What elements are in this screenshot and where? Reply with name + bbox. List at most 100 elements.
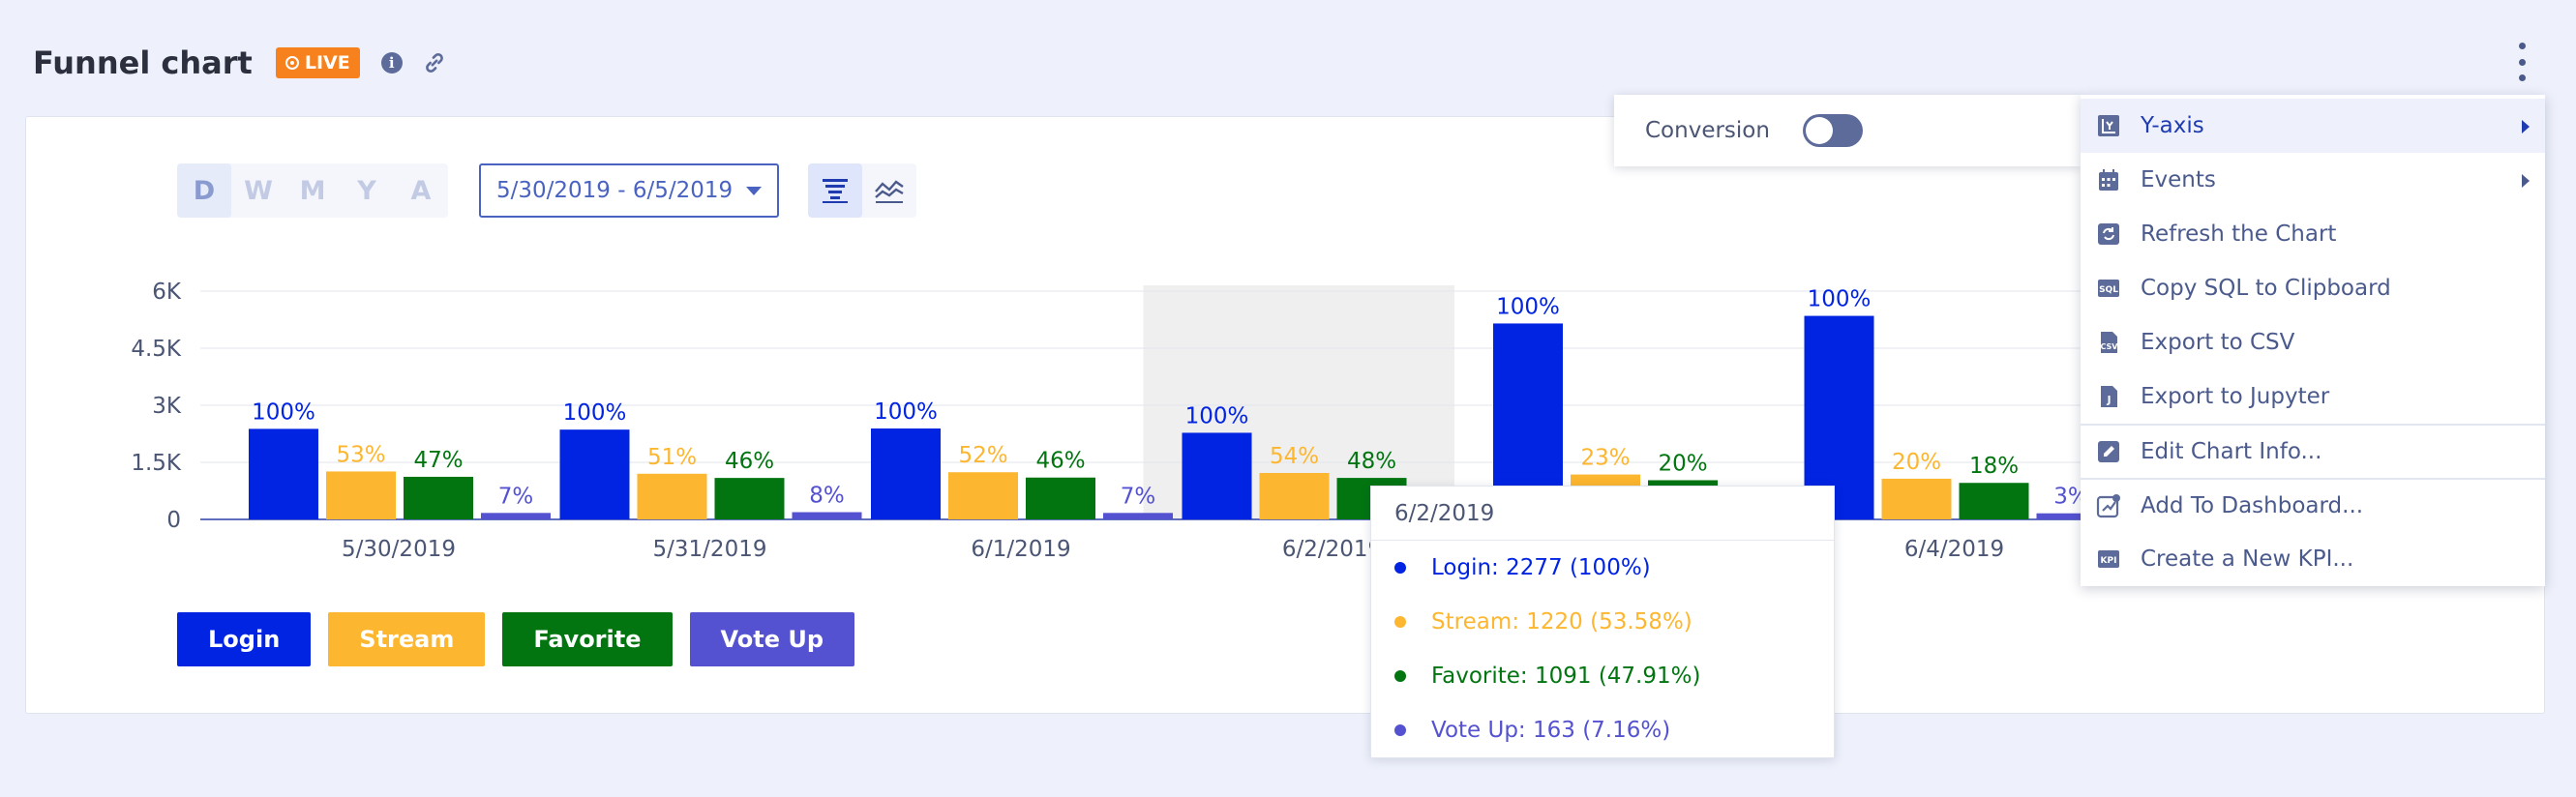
bar-vote-up[interactable] xyxy=(1103,513,1173,519)
date-range-select[interactable]: 5/30/2019 - 6/5/2019 xyxy=(479,163,779,218)
svg-text:SQL: SQL xyxy=(2099,285,2118,295)
y-tick-label: 0 xyxy=(166,508,181,533)
view-toggle xyxy=(808,163,916,218)
bar-stream[interactable] xyxy=(1881,478,1952,519)
bar-favorite[interactable] xyxy=(404,476,473,519)
bar-data-label: 47% xyxy=(413,448,463,473)
date-range-value: 5/30/2019 - 6/5/2019 xyxy=(496,178,734,203)
menu-item-label: Y-axis xyxy=(2141,113,2204,138)
menu-item-refresh-the-chart[interactable]: Refresh the Chart xyxy=(2081,207,2545,261)
bar-login[interactable] xyxy=(1804,315,1874,519)
legend-stream-button[interactable]: Stream xyxy=(328,612,486,666)
live-label: LIVE xyxy=(304,52,350,74)
legend-login-button[interactable]: Login xyxy=(177,612,312,666)
bar-data-label: 23% xyxy=(1580,446,1630,471)
bar-stream[interactable] xyxy=(948,472,1018,519)
conversion-panel: Conversion xyxy=(1614,95,2081,166)
bar-vote-up[interactable] xyxy=(2036,513,2107,519)
y-tick-label: 4.5K xyxy=(131,337,182,362)
bar-data-label: 7% xyxy=(498,484,534,509)
funnel-view-button[interactable] xyxy=(808,163,862,218)
period-button-y[interactable]: Y xyxy=(357,175,376,206)
bar-data-label: 20% xyxy=(1658,451,1707,476)
chart-header: Funnel chart LIVE i xyxy=(33,39,447,87)
bar-data-label: 100% xyxy=(1808,287,1872,312)
period-button-m[interactable]: M xyxy=(299,175,326,206)
link-icon[interactable] xyxy=(422,50,447,75)
legend-favorite-button[interactable]: Favorite xyxy=(502,612,673,666)
series-dot-icon xyxy=(1394,616,1406,628)
tooltip-title: 6/2/2019 xyxy=(1371,487,1834,541)
period-button-d[interactable]: D xyxy=(177,163,231,218)
menu-item-label: Refresh the Chart xyxy=(2141,221,2337,247)
calendar-icon xyxy=(2099,169,2118,191)
live-badge: LIVE xyxy=(275,47,360,78)
caret-down-icon xyxy=(746,187,762,195)
menu-item-label: Export to Jupyter xyxy=(2141,384,2330,409)
edit-icon xyxy=(2098,441,2119,462)
bar-data-label: 51% xyxy=(647,445,697,470)
menu-item-export-to-csv[interactable]: CSV Export to CSV xyxy=(2081,315,2545,369)
bar-vote-up[interactable] xyxy=(481,513,551,519)
toggle-knob xyxy=(1805,117,1833,144)
jupyter-icon: J xyxy=(2101,386,2117,407)
chart-tooltip: 6/2/2019 Login: 2277 (100%) Stream: 1220 … xyxy=(1370,486,1835,758)
menu-item-y-axis[interactable]: Y-axis xyxy=(2081,99,2545,153)
bar-login[interactable] xyxy=(871,428,941,519)
chart-legend: Login Stream Favorite Vote Up xyxy=(177,612,855,666)
tooltip-row: Favorite: 1091 (47.91%) xyxy=(1371,649,1834,703)
tooltip-row-text: Stream: 1220 (53.58%) xyxy=(1431,609,1692,635)
bar-login[interactable] xyxy=(559,429,630,519)
tooltip-row-text: Vote Up: 163 (7.16%) xyxy=(1431,718,1671,743)
menu-item-label: Add To Dashboard... xyxy=(2141,493,2364,518)
y-axis-icon xyxy=(2098,115,2119,136)
conversion-label: Conversion xyxy=(1645,118,1770,143)
menu-item-events[interactable]: Events xyxy=(2081,153,2545,207)
bar-stream[interactable] xyxy=(637,473,707,519)
conversion-toggle[interactable] xyxy=(1802,114,1863,147)
period-button-w[interactable]: W xyxy=(244,175,273,206)
bar-data-label: 46% xyxy=(1035,449,1085,474)
y-tick-label: 6K xyxy=(152,280,182,305)
submenu-arrow-icon xyxy=(2522,174,2530,188)
period-button-a[interactable]: A xyxy=(410,175,432,206)
y-tick-label: 3K xyxy=(152,394,182,419)
dashboard-icon xyxy=(2096,494,2120,518)
bar-favorite[interactable] xyxy=(1026,477,1095,519)
tooltip-row: Stream: 1220 (53.58%) xyxy=(1371,595,1834,649)
tooltip-row: Vote Up: 163 (7.16%) xyxy=(1371,703,1834,757)
series-dot-icon xyxy=(1394,562,1406,574)
svg-text:J: J xyxy=(2106,394,2111,406)
bar-data-label: 100% xyxy=(252,399,315,425)
bar-data-label: 20% xyxy=(1892,450,1941,475)
x-tick-label: 5/30/2019 xyxy=(342,537,456,562)
bar-favorite[interactable] xyxy=(1959,483,2029,519)
svg-text:CSV: CSV xyxy=(2101,342,2119,351)
menu-item-export-to-jupyter[interactable]: J Export to Jupyter xyxy=(2081,369,2545,424)
bar-data-label: 48% xyxy=(1347,449,1396,474)
bar-vote-up[interactable] xyxy=(792,512,862,519)
legend-vote-up-button[interactable]: Vote Up xyxy=(689,612,855,666)
menu-item-label: Edit Chart Info... xyxy=(2141,439,2322,464)
menu-item-create-a-new-kpi[interactable]: KPI Create a New KPI... xyxy=(2081,532,2545,586)
bar-stream[interactable] xyxy=(1259,473,1330,519)
x-tick-label: 5/31/2019 xyxy=(653,537,767,562)
series-dot-icon xyxy=(1394,670,1406,682)
funnel-icon xyxy=(823,179,848,203)
menu-item-label: Events xyxy=(2141,167,2216,192)
bar-data-label: 52% xyxy=(958,443,1007,468)
more-options-icon[interactable] xyxy=(2512,43,2531,81)
bar-data-label: 8% xyxy=(809,484,845,509)
bar-data-label: 7% xyxy=(1121,484,1156,509)
info-icon[interactable]: i xyxy=(380,52,403,74)
menu-item-edit-chart-info[interactable]: Edit Chart Info... xyxy=(2081,424,2545,478)
bar-stream[interactable] xyxy=(326,471,396,519)
menu-item-copy-sql-to-clipboard[interactable]: SQL Copy SQL to Clipboard xyxy=(2081,261,2545,315)
trend-view-button[interactable] xyxy=(862,163,916,218)
sql-icon: SQL xyxy=(2098,280,2119,297)
bar-login[interactable] xyxy=(249,428,318,519)
menu-item-add-to-dashboard[interactable]: Add To Dashboard... xyxy=(2081,478,2545,532)
bar-favorite[interactable] xyxy=(714,478,785,519)
bar-login[interactable] xyxy=(1182,432,1252,519)
live-dot-icon xyxy=(285,56,299,70)
